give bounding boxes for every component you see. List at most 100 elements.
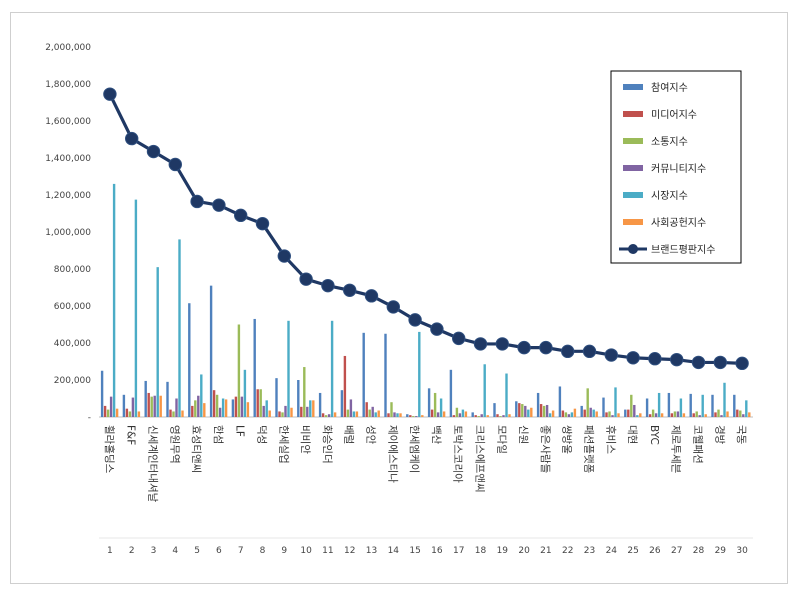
bar-2-4 xyxy=(169,409,172,417)
bar-5-11 xyxy=(330,320,334,417)
category-label: 휠라홀딩스 xyxy=(103,425,116,474)
line-point-7 xyxy=(234,208,248,223)
legend-label: 참여지수 xyxy=(651,82,688,94)
bar-1-22 xyxy=(558,386,562,417)
bar-4-4 xyxy=(175,398,178,417)
bar-6-13 xyxy=(377,410,380,417)
bar-6-25 xyxy=(639,413,642,417)
bar-2-12 xyxy=(343,355,347,417)
category-label: 대현 xyxy=(626,425,638,444)
legend-swatch xyxy=(623,165,643,171)
bar-3-25 xyxy=(630,394,633,417)
bar-6-10 xyxy=(312,400,315,417)
line-point-22 xyxy=(561,344,575,359)
bar-1-18 xyxy=(471,412,474,417)
line-point-20 xyxy=(517,340,531,355)
bar-4-7 xyxy=(240,396,244,417)
bar-3-15 xyxy=(412,416,415,417)
legend-swatch xyxy=(623,192,643,198)
brand-reputation-chart: - 200,000 400,000 600,000 800,000 1,000,000 1,… xyxy=(45,43,753,556)
category-label: 덕성 xyxy=(256,425,268,444)
line-point-11 xyxy=(321,278,335,293)
bar-3-4 xyxy=(172,411,175,417)
bar-3-8 xyxy=(259,389,262,417)
bar-1-25 xyxy=(624,409,627,417)
category-label: 한세실업 xyxy=(277,425,290,464)
bar-3-27 xyxy=(673,411,677,417)
bar-5-26 xyxy=(657,392,661,417)
bar-4-24 xyxy=(611,415,614,417)
bar-2-14 xyxy=(387,413,390,417)
y-tick-label: 1,000,000 xyxy=(45,228,91,238)
bar-5-14 xyxy=(396,413,399,417)
bar-6-8 xyxy=(268,410,271,417)
bar-6-6 xyxy=(224,399,228,417)
bar-3-23 xyxy=(586,388,589,417)
bar-3-24 xyxy=(608,411,611,417)
bar-5-12 xyxy=(352,411,356,417)
category-label: 휴비스 xyxy=(604,425,616,454)
bar-5-28 xyxy=(701,394,704,417)
bar-5-21 xyxy=(548,413,552,417)
category-label: BYC xyxy=(648,425,660,445)
line-point-21 xyxy=(539,340,553,355)
bar-6-3 xyxy=(159,395,162,417)
bar-6-11 xyxy=(333,412,337,417)
rank-label: 3 xyxy=(151,546,157,556)
bar-6-5 xyxy=(203,403,206,417)
bar-1-2 xyxy=(122,394,126,417)
category-label: 비비안 xyxy=(299,425,311,454)
bar-2-10 xyxy=(300,406,303,417)
rank-label: 26 xyxy=(649,546,661,556)
y-tick-label: 1,400,000 xyxy=(45,154,91,164)
line-point-8 xyxy=(255,216,270,231)
bar-5-27 xyxy=(679,398,683,417)
bar-2-22 xyxy=(561,410,565,417)
legend-marker xyxy=(628,244,638,254)
bar-6-9 xyxy=(290,407,293,417)
bar-2-8 xyxy=(256,389,259,417)
bar-4-18 xyxy=(480,414,483,417)
bar-4-17 xyxy=(458,413,462,417)
rank-label: 13 xyxy=(366,546,377,556)
rank-label: 29 xyxy=(715,546,727,556)
bar-5-9 xyxy=(287,320,290,417)
y-tick-label: 1,200,000 xyxy=(45,191,91,201)
bar-5-19 xyxy=(505,373,508,417)
line-point-27 xyxy=(670,352,684,367)
category-label: 화승인더 xyxy=(321,425,333,464)
line-point-19 xyxy=(495,337,509,351)
bar-3-21 xyxy=(542,405,546,417)
bar-2-30 xyxy=(736,409,739,417)
bar-4-1 xyxy=(109,396,113,417)
category-label: 좋은사람들 xyxy=(539,425,552,474)
bar-3-28 xyxy=(695,411,698,417)
line-point-14 xyxy=(386,300,400,314)
bar-1-30 xyxy=(733,394,736,417)
rank-label: 28 xyxy=(693,546,705,556)
bar-5-10 xyxy=(309,400,312,417)
bar-3-6 xyxy=(215,394,219,417)
bar-6-4 xyxy=(181,410,184,417)
bar-4-23 xyxy=(589,407,592,417)
bar-4-28 xyxy=(698,415,701,417)
bar-1-10 xyxy=(297,380,300,417)
bar-3-22 xyxy=(564,412,568,417)
bar-2-15 xyxy=(409,415,412,417)
bar-4-26 xyxy=(654,413,658,417)
bar-3-19 xyxy=(499,416,502,417)
bar-2-6 xyxy=(212,390,216,417)
bar-1-13 xyxy=(362,332,365,417)
bar-1-11 xyxy=(318,392,322,417)
category-label: 모다일 xyxy=(495,425,508,454)
bar-5-30 xyxy=(745,400,748,417)
rank-label: 15 xyxy=(409,546,420,556)
bar-2-18 xyxy=(474,415,477,417)
bar-4-20 xyxy=(524,405,527,417)
line-point-29 xyxy=(713,355,727,370)
legend-label: 시장지수 xyxy=(651,190,688,202)
bar-6-29 xyxy=(726,411,729,417)
bar-3-14 xyxy=(390,402,393,417)
bar-6-21 xyxy=(551,410,555,417)
bar-2-1 xyxy=(103,405,107,417)
